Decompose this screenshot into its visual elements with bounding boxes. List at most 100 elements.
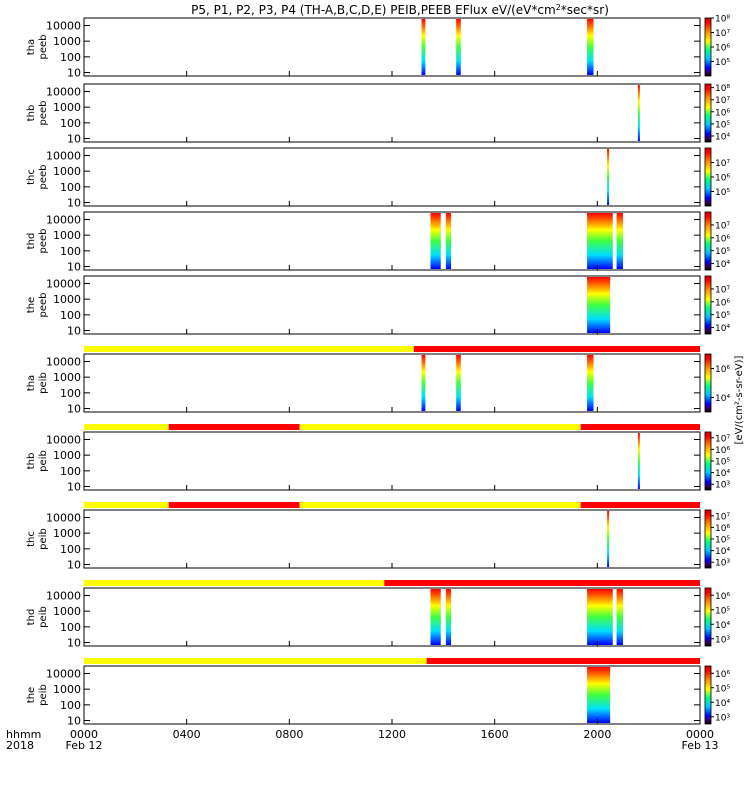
spectrogram-burst <box>587 589 613 645</box>
y-tick-label: 100 <box>60 699 81 712</box>
colorbar-tick-label: 10⁶ <box>715 108 730 118</box>
colorbar-tick-label: 10⁴ <box>715 699 730 709</box>
colorbar-tick-label: 10⁷ <box>715 221 730 231</box>
colorbar-tick-label: 10⁵ <box>715 684 730 694</box>
colorbar-tick-label: 10⁵ <box>715 311 730 321</box>
panel-product-label: peeb <box>38 293 49 318</box>
panel-thb-peeb: 10 100 1000 10000 thb peeb 10⁴ 10⁵ 10⁶ 10⁷ 10⁸ <box>26 83 730 146</box>
x-tick-label: 0800 <box>275 728 303 741</box>
mode-bar-segment <box>426 658 700 664</box>
y-tick-label: 10000 <box>46 149 81 162</box>
colorbar-tick-label: 10⁸ <box>715 15 730 25</box>
colorbar-tick-label: 10⁷ <box>715 159 730 169</box>
x-axis-row2-label: 2018 <box>6 739 34 752</box>
panel-product-label: peib <box>38 606 49 628</box>
y-tick-label: 10 <box>67 133 81 146</box>
mode-bar-segment <box>84 580 385 586</box>
panel-the-peeb: 10 100 1000 10000 the peeb 10⁴ 10⁵ 10⁶ 10⁷ <box>26 275 730 338</box>
colorbar-tick-label: 10³ <box>715 635 730 645</box>
y-tick-label: 1000 <box>53 371 81 384</box>
y-tick-label: 10000 <box>46 433 81 446</box>
panel-product-label: peeb <box>38 35 49 60</box>
panel-frame <box>83 17 701 77</box>
colorbar <box>704 431 712 491</box>
x-tick-label: 1600 <box>481 728 509 741</box>
colorbar <box>704 587 712 647</box>
mode-bar-segment <box>84 346 414 352</box>
spectrogram-burst <box>587 277 611 333</box>
colorbar-tick-label: 10⁴ <box>715 469 730 479</box>
panel-frame <box>83 431 701 491</box>
y-tick-label: 100 <box>60 465 81 478</box>
spectrogram-burst <box>430 213 441 269</box>
panel-frame <box>83 353 701 413</box>
y-tick-label: 10 <box>67 715 81 728</box>
colorbar-tick-label: 10⁴ <box>715 260 730 270</box>
y-tick-label: 1000 <box>53 35 81 48</box>
mode-bars <box>84 346 700 664</box>
y-tick-label: 10 <box>67 481 81 494</box>
colorbar <box>704 17 712 77</box>
panel-probe-label: the <box>26 687 37 703</box>
y-tick-label: 100 <box>60 51 81 64</box>
panel-the-peib: 10 100 1000 10000 the peib 10³ 10⁴ 10⁵ 10⁶ <box>26 665 730 728</box>
colorbar-tick-label: 10⁵ <box>715 188 730 198</box>
colorbar-tick-label: 10⁵ <box>715 120 730 130</box>
y-tick-label: 1000 <box>53 229 81 242</box>
panel-probe-label: the <box>26 297 37 313</box>
colorbar-tick-label: 10⁵ <box>715 58 730 68</box>
colorbar <box>704 353 712 413</box>
panel-thd-peib: 10 100 1000 10000 thd peib 10³ 10⁴ 10⁵ 10⁶ <box>26 587 730 650</box>
colorbar-tick-label: 10⁷ <box>715 96 730 106</box>
x-tick-label: 1200 <box>378 728 406 741</box>
colorbar <box>704 147 712 207</box>
colorbar-tick-label: 10⁵ <box>715 247 730 257</box>
colorbar-tick-label: 10⁶ <box>715 670 730 680</box>
panel-probe-label: thd <box>26 233 37 250</box>
y-tick-label: 1000 <box>53 605 81 618</box>
colorbar-tick-label: 10³ <box>715 559 730 569</box>
colorbar-tick-label: 10⁶ <box>715 592 730 602</box>
panel-probe-label: thb <box>26 453 37 470</box>
colorbar-tick-label: 10³ <box>715 481 730 491</box>
mode-bar-segment <box>580 424 700 430</box>
panel-thc-peeb: 10 100 1000 10000 thc peeb 10⁵ 10⁶ 10⁷ <box>26 147 730 210</box>
x-date-label: Feb 12 <box>66 739 103 752</box>
spectrogram-burst <box>456 355 461 411</box>
colorbar-tick-label: 10⁴ <box>715 324 730 334</box>
panel-product-label: peeb <box>38 229 49 254</box>
spectrogram-burst <box>587 667 611 723</box>
colorbar-tick-label: 10⁵ <box>715 536 730 546</box>
colorbar-tick-label: 10⁶ <box>715 446 730 456</box>
spectrogram-burst <box>456 19 461 75</box>
y-tick-label: 10000 <box>46 19 81 32</box>
panel-product-label: peib <box>38 450 49 472</box>
mode-bar-segment <box>168 424 300 430</box>
spectrogram-burst <box>430 589 441 645</box>
colorbar-tick-label: 10⁴ <box>715 132 730 142</box>
spectrogram-burst <box>587 213 613 269</box>
y-tick-label: 10 <box>67 67 81 80</box>
spectrogram-burst <box>445 589 452 645</box>
colorbar-tick-label: 10⁵ <box>715 458 730 468</box>
colorbar-tick-label: 10⁶ <box>715 524 730 534</box>
panel-thd-peeb: 10 100 1000 10000 thd peeb 10⁴ 10⁵ 10⁶ 10⁷ <box>26 211 730 274</box>
y-tick-label: 10 <box>67 403 81 416</box>
colorbar-tick-label: 10⁶ <box>715 234 730 244</box>
colorbar-tick-label: 10⁸ <box>715 84 730 94</box>
panel-probe-label: thc <box>26 531 37 547</box>
spectrogram-burst <box>421 355 426 411</box>
colorbar-tick-label: 10⁶ <box>715 298 730 308</box>
y-tick-label: 10000 <box>46 589 81 602</box>
spectrogram-burst <box>637 85 640 141</box>
panel-product-label: peib <box>38 528 49 550</box>
x-tick-label: 2000 <box>583 728 611 741</box>
y-tick-label: 1000 <box>53 527 81 540</box>
y-tick-label: 100 <box>60 309 81 322</box>
panel-product-label: peib <box>38 372 49 394</box>
x-tick-label: 0000 <box>686 728 714 741</box>
